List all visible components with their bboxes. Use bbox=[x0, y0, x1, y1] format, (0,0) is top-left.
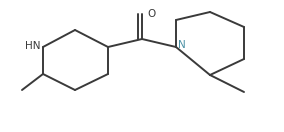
Text: O: O bbox=[147, 9, 155, 19]
Text: HN: HN bbox=[24, 41, 40, 51]
Text: N: N bbox=[178, 40, 186, 50]
